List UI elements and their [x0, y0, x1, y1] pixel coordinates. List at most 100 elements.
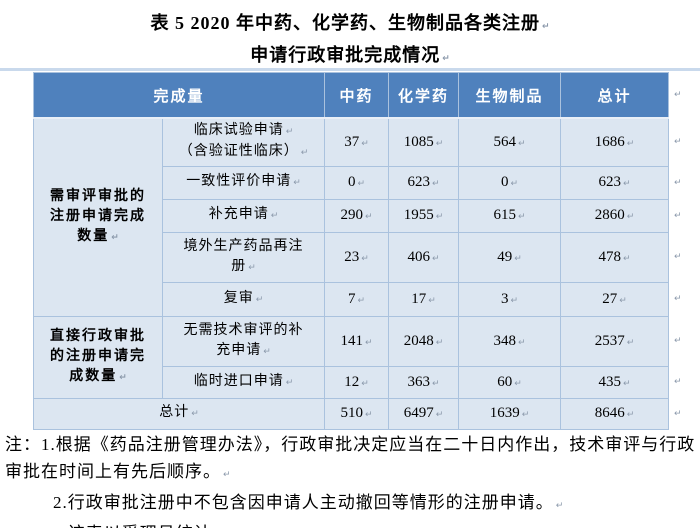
- value-cell: 0 ↵: [324, 165, 390, 200]
- paragraph-mark: ↵: [364, 337, 373, 348]
- paragraph-mark: ↵: [263, 346, 271, 357]
- value-text: 17: [411, 290, 427, 307]
- value-text: 290: [340, 207, 363, 223]
- paragraph-mark: ↵: [223, 470, 231, 480]
- row-item-label: 补充申请 ↵: [161, 198, 326, 233]
- paragraph-mark: ↵: [521, 410, 530, 420]
- value-text: 27: [602, 290, 618, 307]
- row-item-label: 临时进口申请 ↵: [161, 365, 326, 399]
- value-cell: 23 ↵: [324, 231, 390, 283]
- footnote-1-line-2-text: 审批在时间上有先后顺序。: [5, 462, 221, 481]
- value-text: 478: [598, 248, 621, 265]
- value-text: 564: [493, 133, 516, 150]
- value-cell: 1639 ↵: [458, 397, 562, 430]
- value-text: 363: [407, 373, 430, 390]
- row-end-mark: ↵: [674, 377, 682, 387]
- group-label-line: 直接行政审批: [50, 328, 146, 344]
- paragraph-mark: ↵: [626, 337, 635, 348]
- value-cell: 12 ↵: [324, 365, 390, 399]
- footnote-2-text: 2.行政审批注册中不包含因申请人主动撤回等情形的注册申请。: [53, 493, 554, 512]
- row-group-label: 直接行政审批 的注册申请完 成数量 ↵: [33, 315, 163, 399]
- paragraph-mark: ↵: [555, 501, 564, 511]
- value-cell: 623 ↵: [388, 165, 460, 200]
- paragraph-mark: ↵: [514, 378, 522, 389]
- value-cell: 0 ↵: [458, 165, 562, 200]
- paragraph-mark: ↵: [270, 211, 279, 221]
- paragraph-mark: ↵: [364, 212, 373, 222]
- value-cell: 6497 ↵: [388, 397, 460, 430]
- item-label-line: 无需技术审评的补: [183, 322, 304, 338]
- group-label-line: 的注册申请完: [50, 348, 146, 364]
- value-text: 0: [500, 174, 509, 190]
- title-line-2-text: 申请行政审批完成情况: [250, 45, 441, 65]
- value-text: 623: [407, 174, 430, 190]
- item-label-line: 充申请 ↵: [216, 342, 271, 358]
- paragraph-mark: ↵: [364, 410, 373, 420]
- value-cell: 7 ↵: [324, 281, 390, 317]
- value-text: 1686: [594, 133, 625, 150]
- paragraph-mark: ↵: [431, 179, 440, 189]
- value-cell: 17 ↵: [388, 281, 460, 317]
- table-wrap: 完成量 中药 化学药 生物制品 总计 需审评审批的 注册申请完成 数量 ↵ 临床试验申请…: [32, 72, 682, 430]
- value-text: 1639: [489, 405, 520, 421]
- table-row: 境外生产药品再注册 ↵ 23 ↵ 406 ↵ 49 ↵ 478 ↵: [34, 231, 670, 283]
- paragraph-mark: ↵: [255, 294, 264, 305]
- value-text: 2537: [594, 332, 625, 349]
- table-row: 总计 ↵ 510 ↵ 6497 ↵ 1639 ↵ 8646 ↵: [32, 397, 670, 430]
- value-text: 60: [497, 373, 513, 390]
- paragraph-mark: ↵: [514, 253, 522, 264]
- value-text: 12: [344, 373, 360, 390]
- paragraph-mark: ↵: [431, 378, 440, 389]
- horizontal-divider: [0, 68, 700, 71]
- total-row-label: 总计 ↵: [32, 397, 326, 430]
- value-text: 623: [598, 174, 621, 190]
- row-end-mark: ↵: [674, 294, 682, 304]
- value-cell: 60 ↵: [458, 365, 562, 399]
- value-cell: 3 ↵: [458, 281, 562, 317]
- value-text: 7: [347, 290, 356, 307]
- registration-approval-table: 完成量 中药 化学药 生物制品 总计 需审评审批的 注册申请完成 数量 ↵ 临床试验申请…: [32, 72, 670, 430]
- item-label-line: （含验证性临床） ↵: [178, 144, 309, 160]
- value-text: 615: [493, 207, 516, 223]
- paragraph-mark: ↵: [357, 179, 366, 189]
- value-text: 1955: [403, 207, 434, 223]
- value-cell: 141 ↵: [324, 315, 390, 367]
- value-text: 49: [497, 248, 513, 265]
- paragraph-mark: ↵: [622, 253, 631, 264]
- footnotes: 注：1.根据《药品注册管理办法》，行政审批决定应当在二十日内作出，技术审评与行政…: [5, 431, 697, 528]
- paragraph-mark: ↵: [191, 409, 199, 419]
- footnote-1-line-1: 注：1.根据《药品注册管理办法》，行政审批决定应当在二十日内作出，技术审评与行政: [5, 435, 696, 454]
- row-end-mark: ↵: [674, 210, 682, 221]
- table-row: 一致性评价申请 ↵ 0 ↵ 623 ↵ 0 ↵ 623 ↵: [34, 165, 670, 200]
- paragraph-mark: ↵: [626, 410, 635, 420]
- group-label-line: 需审评审批的: [50, 188, 146, 204]
- value-cell: 623 ↵: [560, 165, 670, 200]
- row-end-mark: ↵: [674, 90, 682, 100]
- item-label-line: 册 ↵: [231, 258, 256, 274]
- table-body: 需审评审批的 注册申请完成 数量 ↵ 临床试验申请 ↵ （含验证性临床） ↵ 37 ↵ 1085 ↵ 5…: [32, 117, 670, 430]
- value-text: 23: [344, 248, 360, 265]
- paragraph-mark: ↵: [119, 372, 127, 383]
- row-end-mark: ↵: [674, 177, 682, 188]
- value-cell: 510 ↵: [324, 397, 390, 430]
- item-label-line: 复审 ↵: [223, 290, 264, 306]
- value-cell: 2860 ↵: [560, 198, 670, 233]
- paragraph-mark: ↵: [300, 148, 309, 159]
- paragraph-mark: ↵: [285, 127, 294, 138]
- footnote-3-text: 3.该表以受理号统计。: [53, 524, 230, 528]
- footnote-1-line-2: 审批在时间上有先后顺序。 ↵: [5, 458, 697, 489]
- item-label-line: 补充申请 ↵: [208, 207, 279, 222]
- row-group-label: 需审评审批的 注册申请完成 数量 ↵: [33, 117, 163, 317]
- group-label-line: 数量 ↵: [77, 228, 119, 244]
- title-line-2: 申请行政审批完成情况 ↵: [0, 41, 700, 73]
- value-text: 2048: [403, 332, 434, 349]
- paragraph-mark: ↵: [361, 378, 369, 389]
- value-cell: 348 ↵: [458, 315, 562, 367]
- value-cell: 406 ↵: [388, 231, 460, 283]
- paragraph-mark: ↵: [248, 262, 256, 273]
- paragraph-mark: ↵: [293, 178, 301, 188]
- paragraph-mark: ↵: [626, 212, 635, 222]
- value-text: 6497: [403, 405, 434, 421]
- value-cell: 478 ↵: [560, 231, 670, 283]
- row-end-mark: ↵: [674, 137, 682, 147]
